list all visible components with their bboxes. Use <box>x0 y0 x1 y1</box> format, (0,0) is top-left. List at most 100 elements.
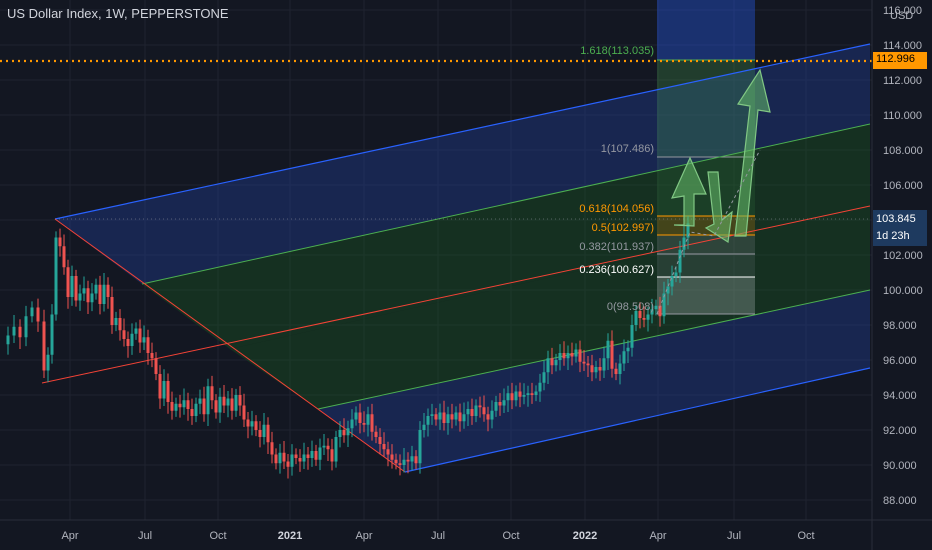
price-axis-panel[interactable] <box>872 0 932 550</box>
candle-down <box>146 337 150 353</box>
candle-up <box>162 381 166 399</box>
candle-up <box>670 276 674 287</box>
candle-down <box>570 353 574 357</box>
candle-up <box>194 403 198 416</box>
pitchfork-lower-blue-zone <box>318 290 870 472</box>
candle-up <box>554 360 558 366</box>
candle-up <box>50 314 54 355</box>
price-tick-label: 110.000 <box>883 110 922 122</box>
price-tick-label: 114.000 <box>883 40 922 52</box>
candle-up <box>506 393 510 401</box>
candle-up <box>226 398 230 406</box>
candle-down <box>586 363 590 366</box>
candle-up <box>494 402 498 411</box>
candle-down <box>158 374 162 399</box>
candle-up <box>402 459 406 465</box>
pitchfork-upper-blue-zone <box>55 44 870 284</box>
fib-label-1: 1(107.486) <box>601 143 654 155</box>
candle-up <box>318 447 322 460</box>
candle-up <box>262 424 266 437</box>
candle-up <box>666 286 670 294</box>
candle-down <box>638 311 642 318</box>
candle-up <box>534 391 538 395</box>
candle-down <box>458 412 462 422</box>
candle-up <box>462 414 466 422</box>
candle-down <box>66 267 70 297</box>
candle-up <box>338 430 342 437</box>
candle-down <box>382 444 386 450</box>
candle-up <box>114 318 118 325</box>
candle-up <box>618 363 622 374</box>
candle-down <box>362 423 366 425</box>
candle-up <box>366 414 370 425</box>
time-tick-label: Jul <box>431 530 445 542</box>
time-axis-ticks: Apr Jul Oct 2021 Apr Jul Oct 2022 Apr Jul Oct <box>61 530 814 542</box>
candle-down <box>406 459 410 462</box>
price-tick-label: 90.000 <box>883 460 917 472</box>
symbol-title[interactable]: US Dollar Index, 1W, PEPPERSTONE <box>7 6 229 21</box>
candle-down <box>610 340 614 369</box>
candle-down <box>270 442 274 455</box>
candle-down <box>178 403 182 408</box>
candle-down <box>398 463 402 465</box>
candle-down <box>58 237 62 247</box>
candle-up <box>426 416 430 425</box>
time-tick-label: Jul <box>727 530 741 542</box>
last-price-value: 103.845 <box>876 213 916 225</box>
candle-up <box>102 284 106 304</box>
candle-up <box>650 309 654 315</box>
candle-down <box>386 449 390 455</box>
grid <box>0 0 872 520</box>
candle-down <box>294 454 298 458</box>
fib-label-1618: 1.618(113.035) <box>580 45 654 57</box>
candle-up <box>446 414 450 423</box>
candle-down <box>306 454 310 458</box>
candle-down <box>390 454 394 460</box>
candle-down <box>202 398 206 415</box>
candle-down <box>86 288 90 303</box>
time-tick-label: Apr <box>61 530 78 542</box>
fib-zone-top <box>657 0 755 60</box>
candle-up <box>542 372 546 383</box>
candle-down <box>190 409 194 416</box>
candle-up <box>134 328 138 334</box>
fib-label-05: 0.5(102.997) <box>592 222 654 234</box>
candle-up <box>90 293 94 303</box>
candle-up <box>522 395 526 397</box>
candle-up <box>574 349 578 357</box>
candle-up <box>490 410 494 420</box>
candle-up <box>70 276 74 297</box>
candle-down <box>154 358 158 374</box>
candle-up <box>634 311 638 325</box>
candle-down <box>330 449 334 462</box>
candle-up <box>142 337 146 343</box>
candle-down <box>254 421 258 430</box>
currency-label: USD <box>890 10 914 22</box>
candle-down <box>562 353 566 359</box>
candle-down <box>434 414 438 420</box>
fib-labels: 1.618(113.035) 1(107.486) 0.618(104.056)… <box>579 45 654 313</box>
candle-down <box>110 297 114 325</box>
price-tick-label: 106.000 <box>883 180 923 192</box>
candle-up <box>622 351 626 364</box>
time-tick-label: Apr <box>355 530 372 542</box>
candle-down <box>74 276 78 301</box>
arrow-up-1 <box>670 156 707 227</box>
price-tick-label: 94.000 <box>883 390 917 402</box>
candle-up <box>6 335 10 345</box>
candle-up <box>350 419 354 429</box>
candle-down <box>238 395 242 406</box>
candle-down <box>98 284 102 304</box>
candle-up <box>24 316 28 338</box>
candle-up <box>502 400 506 406</box>
time-tick-label: 2022 <box>573 530 597 542</box>
candle-down <box>614 368 618 374</box>
candle-up <box>250 421 254 427</box>
candle-down <box>470 409 474 416</box>
time-tick-label: 2021 <box>278 530 302 542</box>
candle-up <box>218 396 222 413</box>
candle-up <box>322 445 326 448</box>
time-tick-label: Oct <box>502 530 519 542</box>
candle-up <box>546 358 550 373</box>
